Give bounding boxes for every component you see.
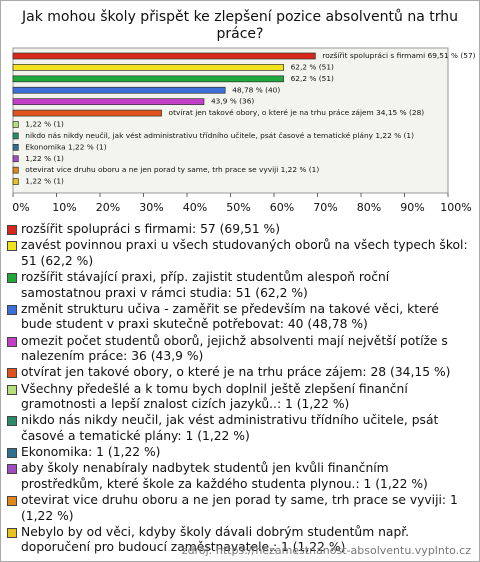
legend-item: otvírat jen takové obory, o které je na … — [7, 365, 473, 381]
data-label: 48,78 % (40) — [232, 85, 280, 94]
legend-label: Všechny předešlé a k tomu bych doplnil j… — [21, 381, 408, 412]
x-tick-label: 80% — [357, 201, 381, 214]
legend-swatch — [7, 336, 17, 347]
bar — [12, 178, 19, 185]
data-label: 62,2 % (51) — [291, 62, 334, 71]
legend-label: otvírat jen takové obory, o které je na … — [21, 365, 451, 380]
data-label: 43,9 % (36) — [211, 97, 254, 106]
data-label: rozšířit spolupráci s firmami 69,51 % (5… — [322, 51, 475, 60]
plot: 0% 10% 20% 30% 40% 50% 60% 70% 80% 90% 100% rozšíři… — [12, 47, 476, 214]
legend-label: Nebylo by od věci, kdyby školy dávali do… — [21, 524, 410, 555]
legend-label: rozšířit stávající praxi, příp. zajistit… — [21, 269, 390, 300]
legend-item: otevirat vice druhu oboru a ne jen porad… — [7, 493, 473, 524]
legend-item: omezit počet studentů oborů, jejichž abs… — [7, 334, 473, 365]
legend-swatch — [7, 304, 17, 315]
chart-title: Jak mohou školy přispět ke zlepšení pozi… — [21, 9, 459, 42]
legend-swatch — [7, 272, 17, 283]
legend-item: aby školy nenabíraly nadbytek studentů j… — [7, 461, 473, 492]
legend: rozšířit spolupráci s firmami: 57 (69,51… — [7, 222, 473, 557]
bar — [12, 143, 19, 151]
data-label: otevirat vice druhu oboru a ne jen porad… — [25, 165, 319, 174]
legend-swatch — [7, 241, 17, 252]
legend-label: zavést povinnou praxi u všech studovanýc… — [21, 238, 468, 268]
legend-swatch — [7, 448, 17, 459]
legend-item: změnit strukturu učiva - zaměřit se před… — [7, 302, 473, 333]
bar — [12, 86, 226, 94]
legend-swatch — [7, 225, 17, 235]
legend-swatch — [7, 464, 17, 475]
legend-item: rozšířit spolupráci s firmami: 57 (69,51… — [7, 222, 473, 238]
legend-label: omezit počet studentů oborů, jejichž abs… — [21, 333, 448, 364]
legend-label: změnit strukturu učiva - zaměřit se před… — [21, 301, 439, 332]
bar — [12, 121, 19, 128]
x-tick-label: 70% — [313, 201, 337, 214]
legend-label: rozšířit spolupráci s firmami: 57 (69,51… — [21, 222, 281, 236]
legend-label: aby školy nenabíraly nadbytek studentů j… — [21, 461, 428, 491]
bar — [12, 109, 162, 117]
legend-label: nikdo nás nikdy neučil, jak vést adminis… — [21, 413, 439, 443]
legend-label: otevirat vice druhu oboru a ne jen porad… — [21, 493, 458, 523]
source: zdroj: https://nezamestnanost-absolventu… — [181, 544, 471, 557]
bar — [12, 155, 19, 163]
x-tick-label: 0% — [12, 201, 29, 214]
legend-swatch — [7, 384, 17, 395]
legend-label: Ekonomika: 1 (1,22 %) — [21, 445, 161, 460]
bar — [12, 132, 19, 140]
x-tick-label: 90% — [400, 201, 424, 214]
legend-item: Ekonomika: 1 (1,22 %) — [7, 445, 473, 461]
legend-swatch — [7, 416, 17, 427]
x-tick-label: 60% — [270, 201, 294, 214]
data-label: 1,22 % (1) — [25, 120, 64, 129]
x-tick-label: 10% — [52, 201, 76, 214]
legend-item: Všechny předešlé a k tomu bych doplnil j… — [7, 382, 473, 413]
data-label: nikdo nás nikdy neučil, jak vést adminis… — [25, 131, 414, 140]
data-label: 1,22 % (1) — [25, 154, 64, 163]
bar — [12, 52, 316, 60]
legend-item: nikdo nás nikdy neučil, jak vést adminis… — [7, 413, 473, 444]
x-tick-label: 100% — [440, 201, 471, 214]
x-tick-label: 40% — [183, 201, 207, 214]
bar — [12, 64, 284, 71]
x-tick-label: 20% — [96, 201, 120, 214]
legend-item: zavést povinnou praxi u všech studovanýc… — [7, 238, 473, 269]
legend-swatch — [7, 368, 17, 379]
data-label: otvírat jen takové obory, o které je na … — [169, 108, 425, 117]
data-label: 62,2 % (51) — [291, 74, 334, 83]
bar — [12, 98, 205, 106]
plot-area — [12, 47, 449, 194]
bar — [12, 166, 19, 174]
legend-item: Nebylo by od věci, kdyby školy dávali do… — [7, 525, 473, 556]
legend-swatch — [7, 527, 17, 538]
x-tick-label: 30% — [139, 201, 163, 214]
legend-item: rozšířit stávající praxi, příp. zajistit… — [7, 270, 473, 301]
data-label: Ekonomika 1,22 % (1) — [25, 142, 106, 151]
data-label: 1,22 % (1) — [25, 177, 64, 186]
legend-swatch — [7, 496, 17, 507]
bar — [12, 75, 284, 83]
x-tick-label: 50% — [226, 201, 250, 214]
